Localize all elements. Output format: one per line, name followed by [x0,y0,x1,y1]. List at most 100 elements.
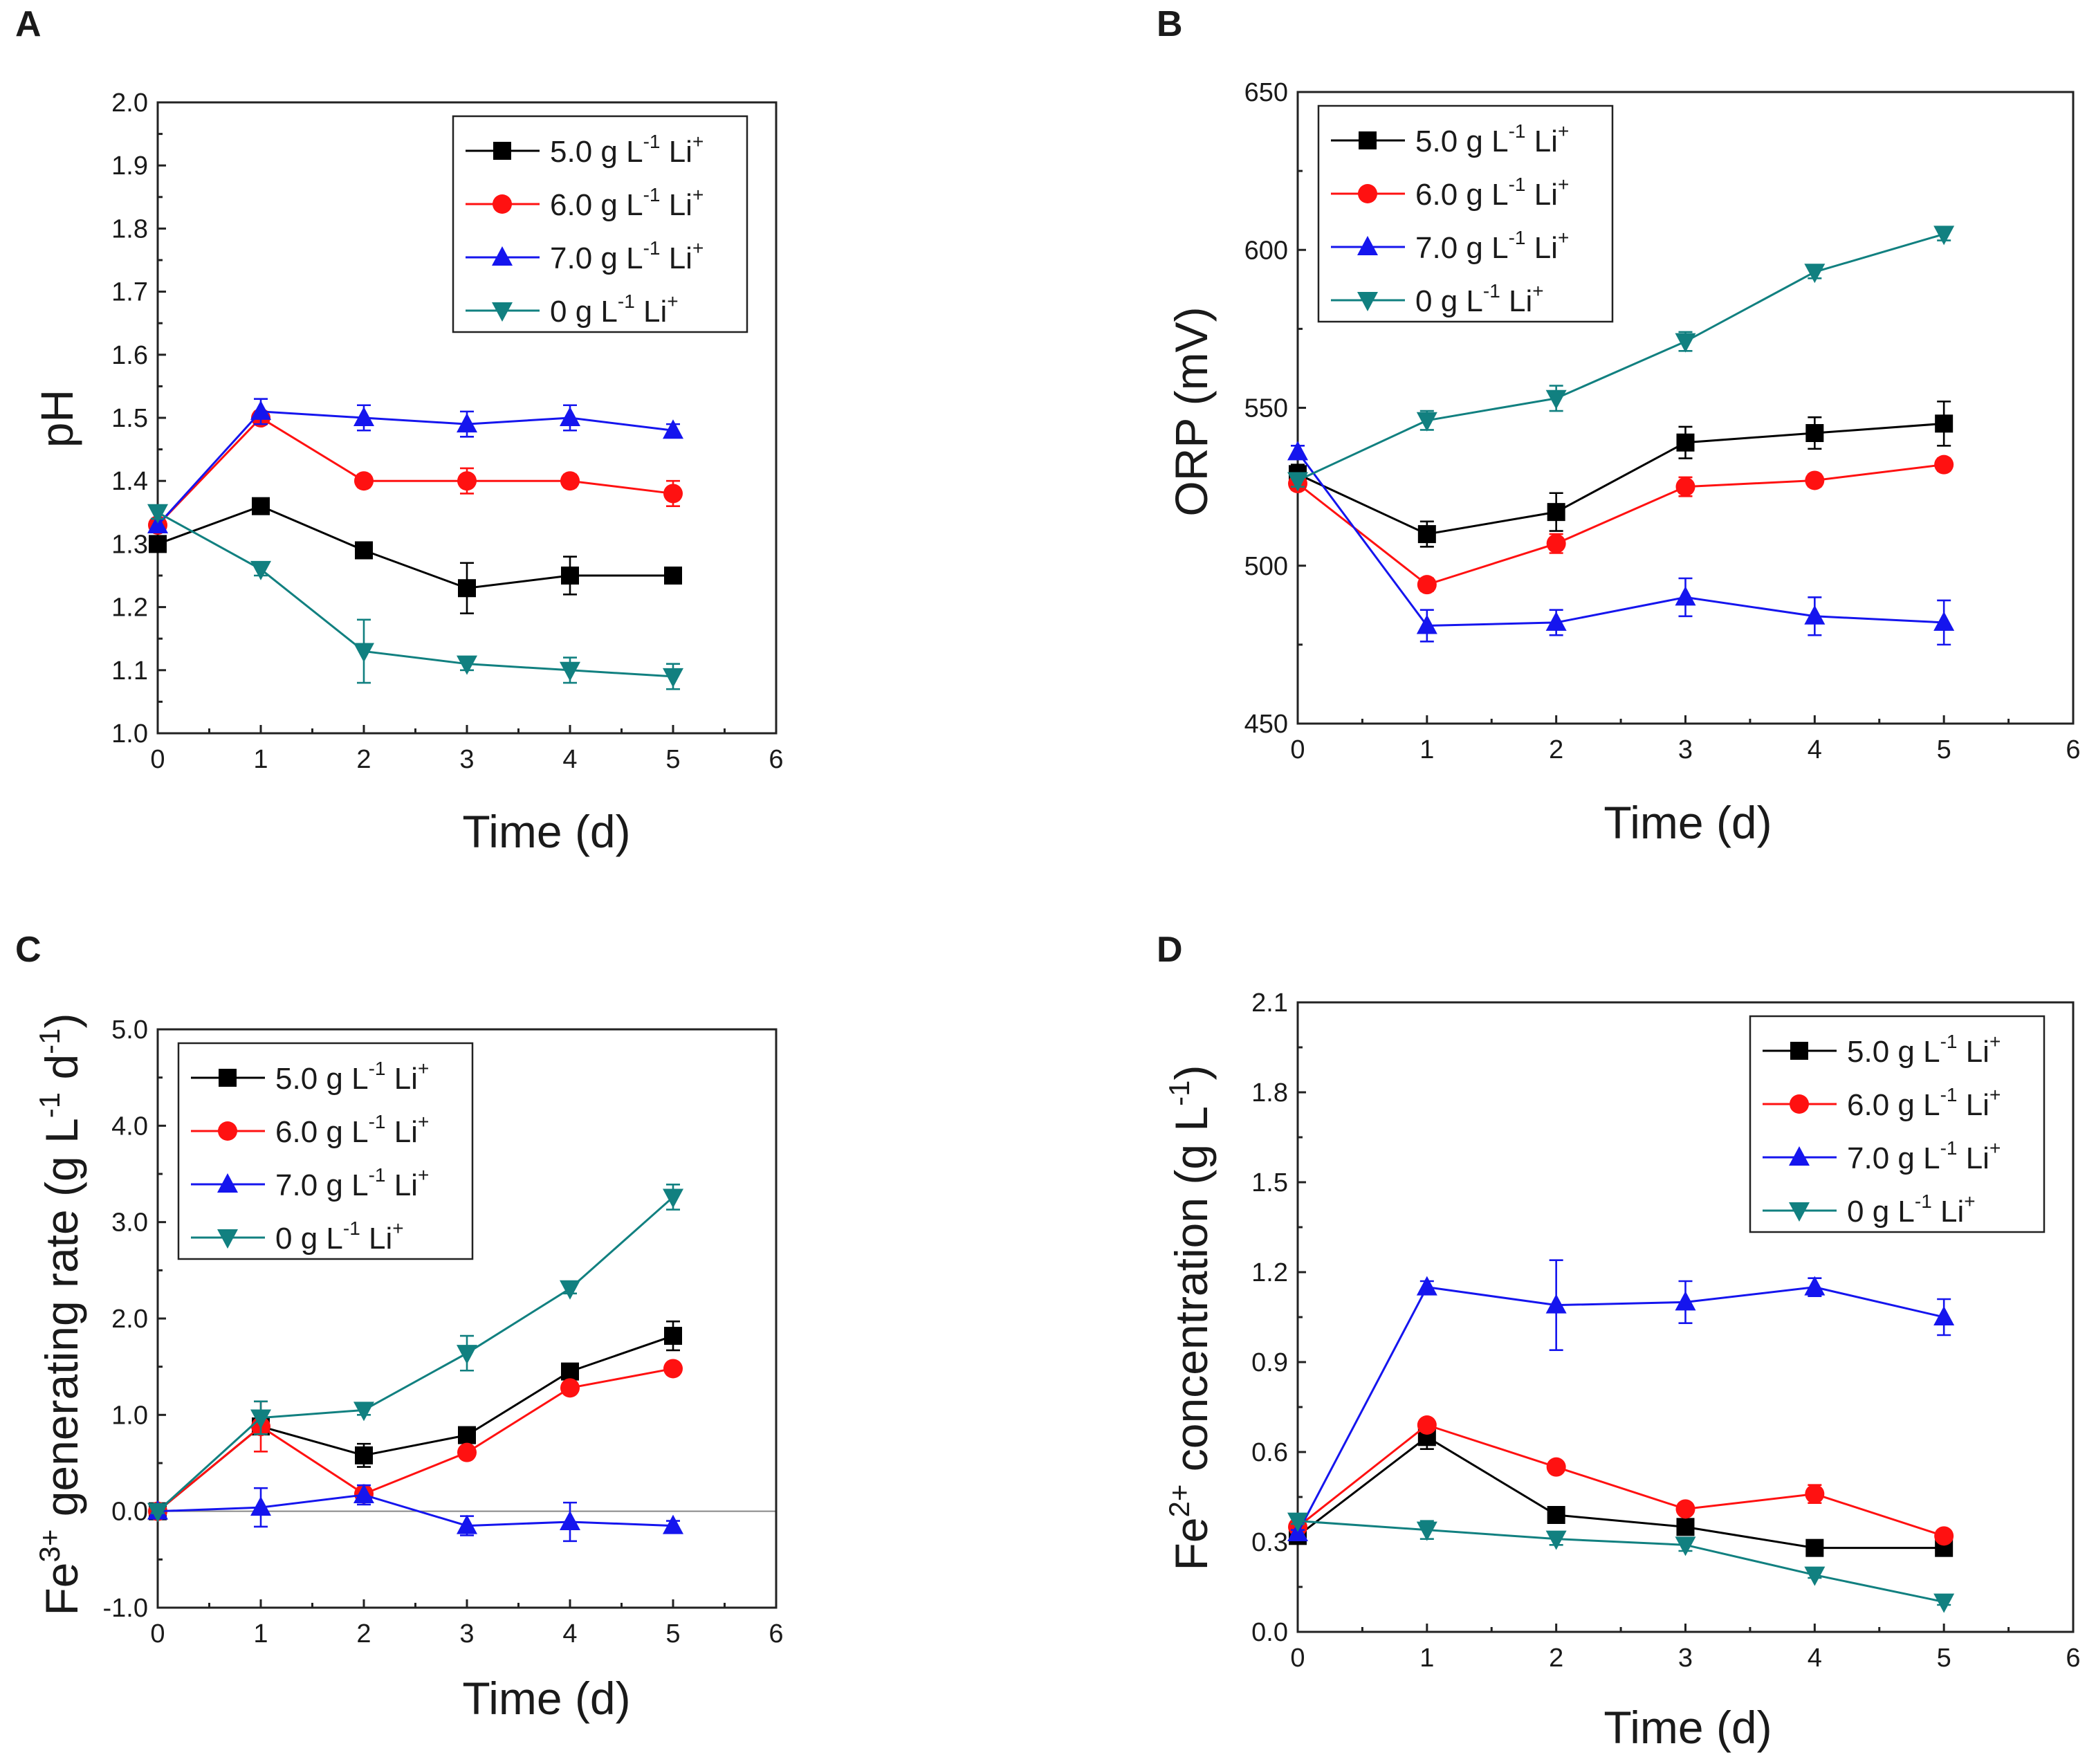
legend-item-li6: 6.0 g L-1 Li+ [466,184,704,222]
data-point [1935,414,1953,433]
data-point [560,1280,580,1300]
y-tick-label: 1.3 [111,530,148,559]
legend-item-li7: 7.0 g L-1 Li+ [466,237,704,275]
panel-letter: A [15,4,42,44]
data-point [664,1327,682,1345]
legend-label: 6.0 g L-1 Li+ [275,1111,429,1149]
x-tick-label: 6 [2066,1644,2080,1673]
legend-label: 5.0 g L-1 Li+ [1847,1031,2001,1069]
y-tick-label: 0.0 [1251,1618,1288,1647]
y-tick-label: 1.2 [111,594,148,623]
data-point [1546,533,1566,553]
y-tick-label: 2.1 [1251,989,1288,1018]
data-point [1675,333,1696,353]
legend-item-li0: 0 g L-1 Li+ [191,1218,404,1256]
y-tick-label: 1.7 [111,278,148,307]
data-point [1547,503,1565,522]
legend-label: 0 g L-1 Li+ [550,291,679,329]
data-point [1805,470,1825,490]
y-tick-label: 450 [1244,710,1288,739]
legend-marker [219,1069,237,1087]
series-li7 [147,398,683,534]
data-point [1417,1415,1437,1435]
data-point [1545,389,1567,410]
x-tick-label: 3 [1678,735,1693,764]
data-point [663,484,683,504]
data-point [457,1345,477,1365]
legend-item-li5: 5.0 g L-1 Li+ [191,1058,429,1096]
series-line [157,511,674,678]
legend-item-li7: 7.0 g L-1 Li+ [191,1164,429,1202]
y-axis-title: Fe2+ concentration (g L-1) [1163,1065,1217,1571]
data-point [149,535,167,553]
data-point [1416,614,1437,634]
series-li0 [1287,226,1955,492]
data-point [664,567,682,585]
series-line [1297,1424,1945,1537]
data-point [1675,477,1695,497]
legend-label: 6.0 g L-1 Li+ [1415,174,1569,212]
data-point [1933,611,1955,631]
x-tick-label: 4 [562,745,577,774]
data-point [457,1514,477,1534]
series-line [1297,232,1945,481]
legend-marker [1789,1146,1810,1166]
data-point [1805,424,1824,443]
y-tick-label: 600 [1244,236,1288,265]
series-line [157,505,673,589]
series-line [1297,1435,1945,1550]
y-tick-label: 0.6 [1251,1438,1288,1467]
data-point [1804,1566,1826,1586]
panel-b: B 0 1 2 3 4 5 6 450 500 550 600 650 Time (d) ORP (mV) 5… [1157,4,2081,848]
y-tick-label: 650 [1244,78,1288,107]
x-tick-label: 2 [1549,735,1563,764]
y-tick-label: 3.0 [111,1209,148,1238]
data-point [1547,1506,1565,1524]
panel-c: C 0 1 2 3 4 5 6 -1.0 0.0 1.0 2.0 3.0 4.0 5.0 Time (d) Fe… [15,930,784,1724]
legend-label: 7.0 g L-1 Li+ [275,1164,429,1202]
data-point [252,497,270,515]
y-tick-label: 1.4 [111,467,148,496]
y-tick-label: 500 [1244,552,1288,581]
data-point [1675,1291,1696,1311]
legend-label: 5.0 g L-1 Li+ [550,131,704,169]
data-point [1287,1512,1308,1532]
x-tick-label: 5 [665,1619,680,1648]
y-tick-label: 1.8 [111,214,148,244]
data-point [250,1496,271,1516]
x-tick-label: 5 [1937,1644,1951,1673]
data-point [1675,586,1696,606]
data-point [561,567,579,585]
data-point [1675,1499,1695,1519]
data-point [1416,412,1437,432]
y-tick-label: 1.5 [1251,1168,1288,1197]
series-li0 [147,504,683,690]
series-line [156,1196,674,1512]
data-point [663,1188,683,1209]
y-tick-label: 4.0 [111,1112,148,1141]
series-line [1297,1520,1945,1604]
legend-marker [1357,236,1378,255]
y-tick-label: 1.5 [111,404,148,433]
data-point [663,1359,683,1379]
y-axis-title: pH [31,389,82,448]
legend-label: 7.0 g L-1 Li+ [550,237,704,275]
legend-item-li6: 6.0 g L-1 Li+ [1763,1084,2001,1122]
legend-label: 6.0 g L-1 Li+ [1847,1084,2001,1122]
series-line [1297,422,1945,535]
x-tick-label: 6 [769,745,783,774]
y-tick-label: -1.0 [103,1594,148,1623]
data-point [457,655,477,675]
legend-label: 5.0 g L-1 Li+ [1415,120,1569,158]
series-li7 [1287,441,1955,646]
data-point [147,504,168,524]
data-point [1416,1521,1437,1541]
y-tick-label: 0.9 [1251,1348,1288,1377]
data-point [1417,575,1437,595]
legend-label: 0 g L-1 Li+ [275,1218,404,1256]
data-point [353,407,374,426]
series-line [157,1367,674,1512]
data-point [1934,454,1954,475]
panel-letter: B [1157,4,1183,44]
x-tick-label: 4 [1808,735,1822,764]
